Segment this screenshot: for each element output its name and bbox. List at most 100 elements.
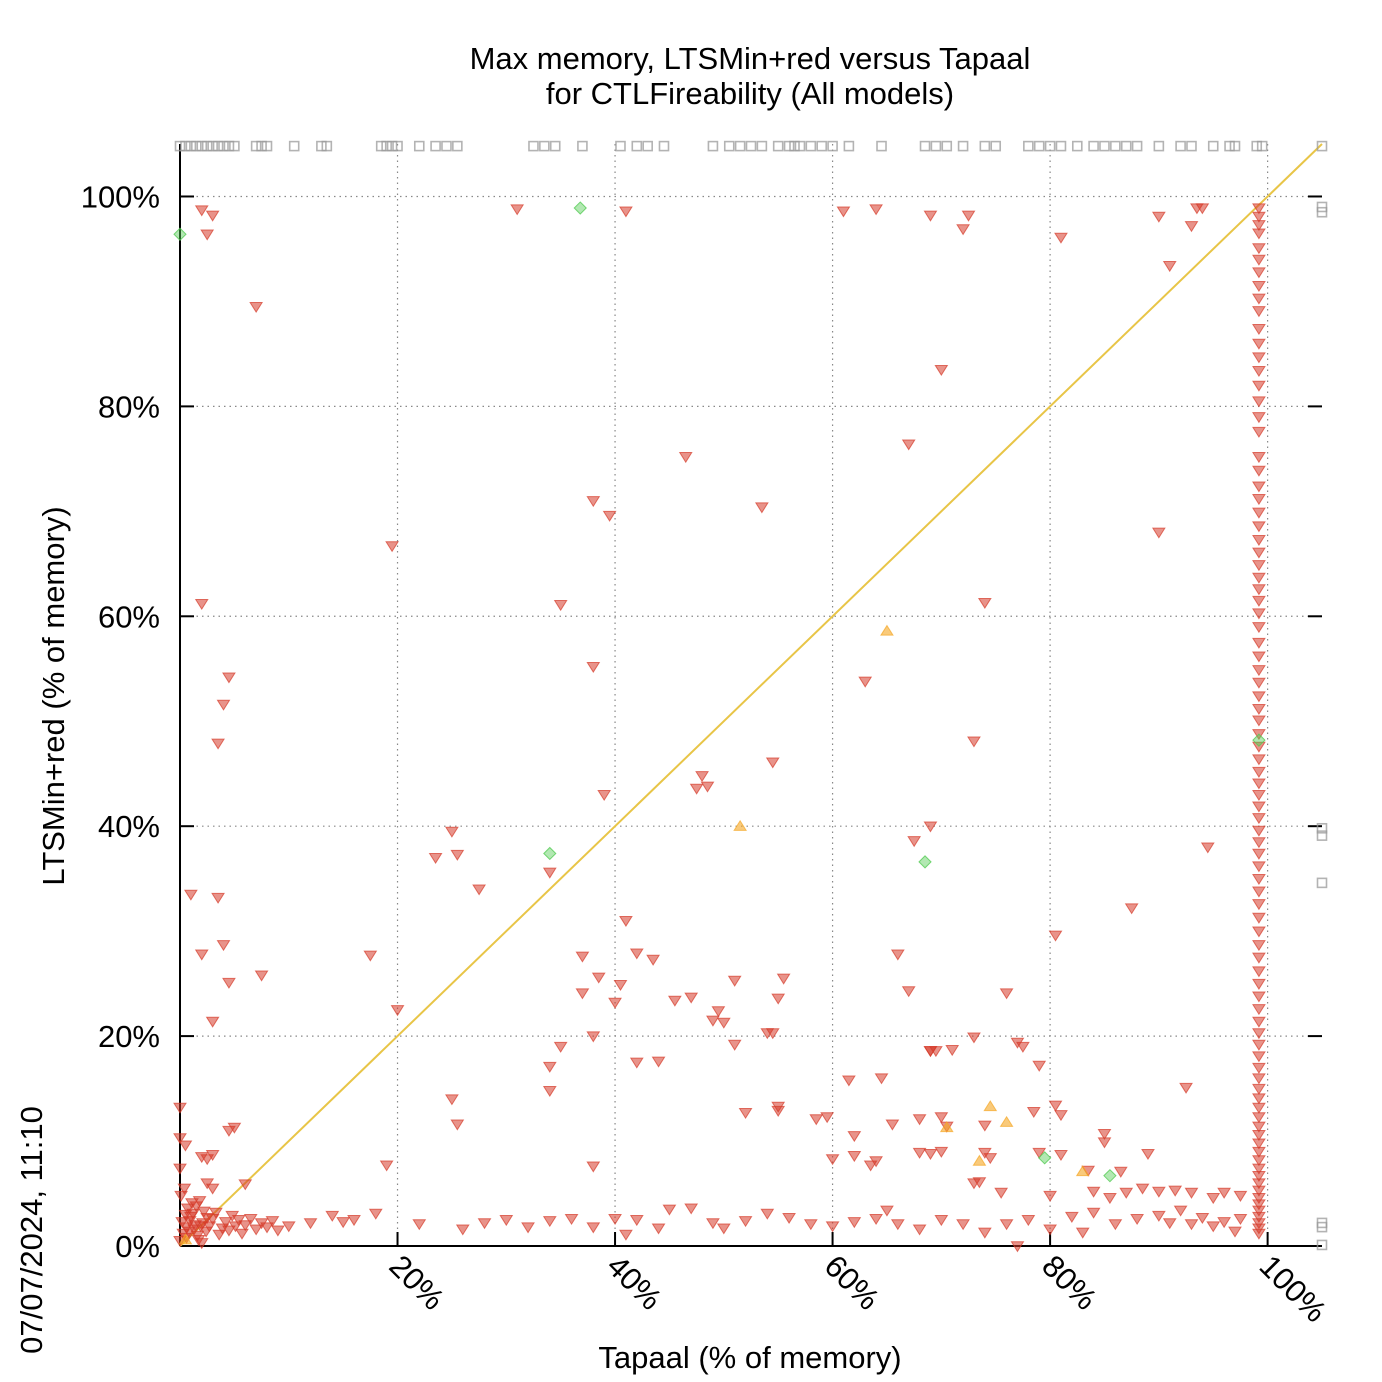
data-point-triangle-down bbox=[1108, 1219, 1123, 1231]
data-point-triangle-up bbox=[733, 819, 748, 831]
data-point-triangle-down bbox=[591, 972, 606, 984]
data-point-diamond bbox=[173, 227, 187, 241]
data-point-triangle-down bbox=[771, 993, 786, 1005]
data-point-triangle-down bbox=[218, 1217, 233, 1229]
data-point-triangle-down bbox=[1252, 1016, 1266, 1028]
data-point-triangle-down bbox=[1252, 801, 1266, 813]
data-point-triangle-down bbox=[1026, 1106, 1041, 1119]
data-point-triangle-down bbox=[874, 1073, 889, 1085]
data-point-triangle-down bbox=[336, 1217, 351, 1229]
data-point-triangle-down bbox=[1252, 396, 1266, 408]
data-point-square bbox=[321, 140, 333, 152]
data-point-triangle-down bbox=[847, 1217, 862, 1229]
data-point-triangle-down bbox=[238, 1179, 253, 1191]
data-point-diamond bbox=[543, 846, 557, 861]
data-point-square bbox=[794, 140, 806, 152]
data-point-triangle-down bbox=[1252, 412, 1266, 424]
data-point-triangle-down bbox=[194, 949, 209, 961]
data-point-square bbox=[381, 140, 392, 152]
x-tick-label: 100% bbox=[1253, 1248, 1334, 1329]
grid bbox=[180, 144, 1322, 1246]
data-point-triangle-down bbox=[205, 210, 220, 222]
data-point-triangle-down bbox=[651, 1056, 666, 1068]
data-point-triangle-down bbox=[1043, 1190, 1057, 1202]
data-point-triangle-down bbox=[711, 1006, 726, 1018]
data-point-diamond bbox=[573, 201, 587, 215]
data-point-triangle-down bbox=[1162, 261, 1177, 273]
data-point-square bbox=[174, 140, 186, 152]
data-point-square bbox=[723, 140, 735, 152]
data-point-triangle-down bbox=[977, 597, 992, 609]
data-point-triangle-down bbox=[1032, 1147, 1047, 1159]
data-point-triangle-down bbox=[934, 1215, 949, 1227]
data-point-square bbox=[185, 140, 197, 152]
data-point-triangle-down bbox=[869, 1214, 883, 1226]
y-axis-label: LTSMin+red (% of memory) bbox=[36, 506, 71, 885]
data-point-triangle-down bbox=[1252, 665, 1266, 677]
data-point-triangle-down bbox=[1151, 1210, 1166, 1222]
data-point-triangle-down bbox=[1252, 1163, 1266, 1175]
data-point-triangle-down bbox=[738, 1216, 753, 1228]
data-point-triangle-down bbox=[185, 1198, 199, 1210]
data-point-triangle-down bbox=[445, 1094, 459, 1106]
data-point-triangle-down bbox=[619, 206, 633, 218]
data-point-triangle-down bbox=[1179, 1082, 1193, 1094]
data-point-square bbox=[1256, 140, 1268, 152]
data-point-triangle-down bbox=[1124, 903, 1139, 915]
data-point-triangle-down bbox=[1252, 254, 1266, 266]
data-point-triangle-down bbox=[1228, 1226, 1242, 1238]
data-point-triangle-down bbox=[1252, 595, 1266, 607]
data-points bbox=[173, 140, 1328, 1253]
data-point-triangle-down bbox=[205, 1016, 220, 1028]
data-point-triangle-down bbox=[1054, 1110, 1068, 1122]
data-point-triangle-down bbox=[1252, 1205, 1266, 1217]
chart-title: Max memory, LTSMin+red versus Tapaal bbox=[470, 41, 1031, 76]
data-point-triangle-down bbox=[1252, 966, 1266, 978]
data-point-triangle-down bbox=[200, 1212, 215, 1225]
data-point-triangle-down bbox=[934, 364, 949, 376]
data-point-triangle-down bbox=[1184, 221, 1199, 233]
diagonal-line bbox=[179, 143, 1323, 1247]
data-point-triangle-down bbox=[586, 1031, 601, 1043]
data-point-triangle-down bbox=[1195, 203, 1210, 215]
data-point-triangle-down bbox=[847, 1131, 862, 1143]
data-point-square bbox=[430, 140, 441, 152]
data-point-triangle-down bbox=[173, 1163, 187, 1175]
data-point-triangle-down bbox=[510, 204, 525, 216]
data-point-triangle-down bbox=[1016, 1041, 1030, 1053]
data-point-triangle-down bbox=[1252, 465, 1266, 477]
data-point-triangle-down bbox=[1162, 1218, 1177, 1230]
data-point-triangle-down bbox=[1252, 572, 1266, 584]
data-point-triangle-down bbox=[1184, 1219, 1199, 1231]
data-point-triangle-down bbox=[1217, 1187, 1232, 1199]
data-point-triangle-down bbox=[1252, 306, 1266, 318]
data-point-triangle-down bbox=[1252, 220, 1266, 232]
data-point-triangle-down bbox=[1252, 766, 1266, 778]
data-point-triangle-down bbox=[1252, 837, 1266, 849]
data-point-triangle-down bbox=[597, 790, 612, 802]
data-point-triangle-down bbox=[934, 1112, 949, 1124]
data-point-triangle-down bbox=[216, 940, 231, 952]
data-point-triangle-down bbox=[1206, 1193, 1221, 1205]
data-point-triangle-down bbox=[1252, 1004, 1266, 1016]
data-point-square bbox=[375, 140, 387, 152]
data-point-square bbox=[1316, 140, 1328, 152]
data-point-triangle-down bbox=[249, 301, 264, 314]
data-point-square bbox=[577, 140, 588, 152]
data-point-triangle-down bbox=[1195, 1212, 1210, 1225]
data-point-square bbox=[256, 140, 267, 152]
data-point-square bbox=[941, 140, 953, 152]
data-point-triangle-down bbox=[1252, 547, 1266, 559]
data-point-triangle-down bbox=[678, 452, 693, 464]
data-point-triangle-down bbox=[1252, 978, 1266, 990]
data-point-square bbox=[1316, 1221, 1328, 1233]
data-point-triangle-down bbox=[542, 1085, 557, 1098]
data-point-triangle-down bbox=[222, 672, 236, 684]
data-point-triangle-down bbox=[1086, 1186, 1101, 1198]
data-point-square bbox=[1316, 206, 1328, 218]
data-point-triangle-down bbox=[1252, 940, 1266, 952]
data-point-triangle-down bbox=[472, 884, 486, 896]
data-point-square bbox=[207, 140, 218, 152]
data-point-square bbox=[783, 140, 795, 152]
data-point-triangle-down bbox=[629, 948, 644, 960]
